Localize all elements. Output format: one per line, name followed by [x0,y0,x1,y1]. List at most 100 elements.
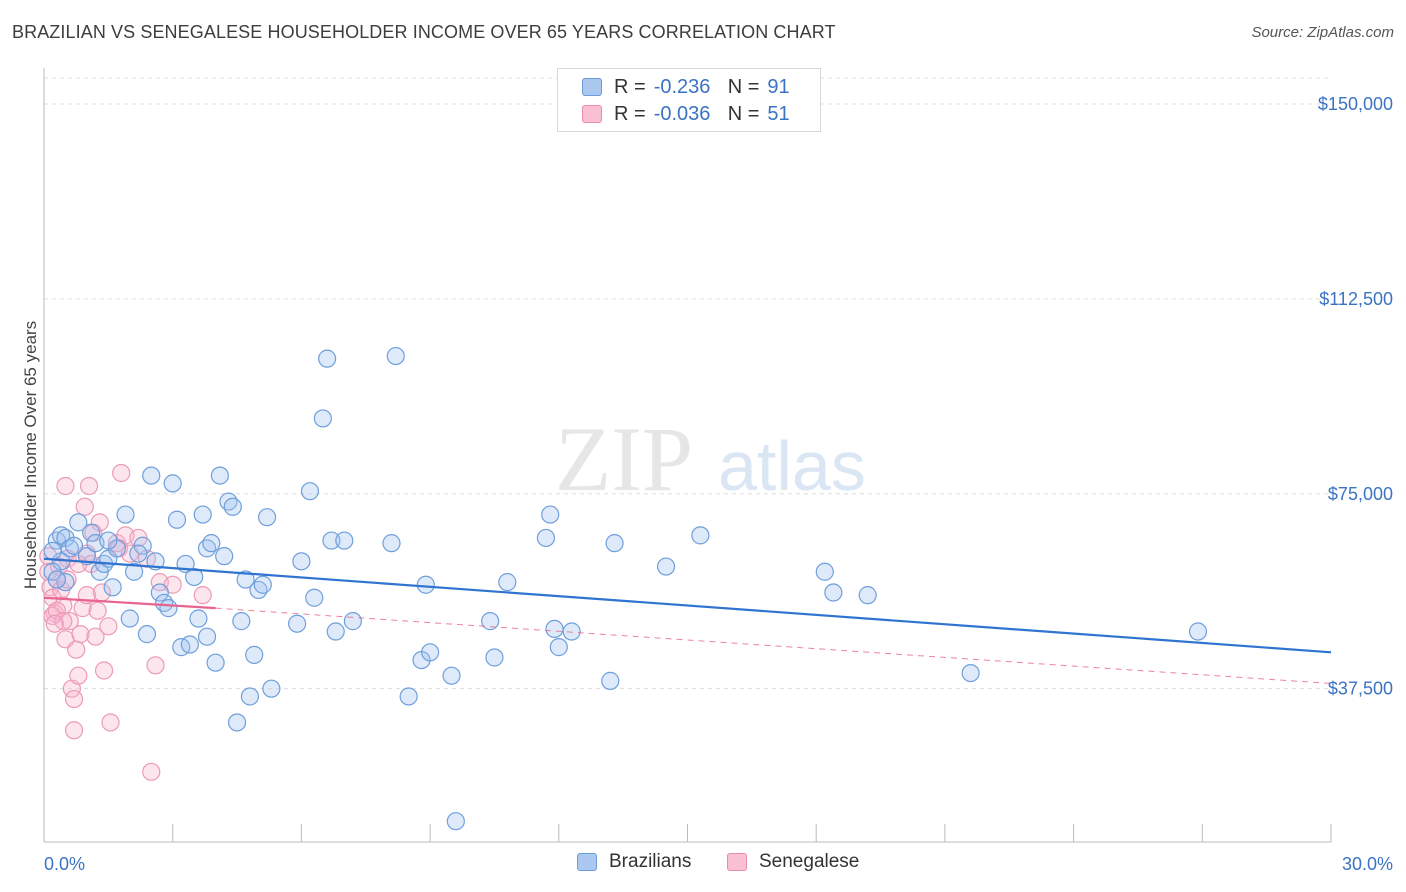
brazilians-point [262,679,281,698]
brazilians-trend-line [43,557,1332,654]
y-tick-label: $150,000 [1318,94,1393,114]
senegalese-point [101,713,120,732]
senegalese-n-value: 51 [767,102,790,125]
senegalese-point [45,614,64,633]
senegalese-swatch [582,105,602,123]
brazilians-point [288,614,307,633]
brazilians-point [47,570,66,589]
series-legend: Brazilians Senegalese [0,851,1406,877]
y-tick-label: $112,500 [1319,289,1393,309]
brazilians-point [313,409,332,428]
brazilians-point [240,687,260,706]
brazilians-point [541,505,560,524]
legend-label-senegalese: Senegalese [759,851,860,872]
brazilians-point [227,713,247,732]
brazilians-point [77,547,97,566]
n-label: N = [727,75,760,98]
brazilians-point [305,588,324,607]
brazilians-point [481,612,500,631]
senegalese-point [60,612,79,631]
r-label: R = [614,75,646,98]
legend-row-brazilians: R = -0.236 N = 91 [582,74,790,100]
brazilians-point [69,513,88,532]
brazilians-point [656,557,676,576]
brazilians-point [421,643,440,662]
brazilians-point [335,531,354,550]
brazilians-point [245,645,264,664]
senegalese-point [94,661,114,680]
y-tick-label: $37,500 [1328,679,1393,699]
brazilians-points [43,346,1208,831]
senegalese-point [79,476,99,496]
brazilians-point [193,505,212,524]
brazilians-point [442,666,461,685]
brazilians-swatch [582,78,602,96]
watermark-atlas: atlas [718,427,866,505]
brazilians-point [120,609,139,628]
brazilians-n-value: 91 [767,75,790,98]
brazilians-point [343,612,362,631]
senegalese-point [146,656,165,675]
senegalese-point [56,476,75,496]
brazilians-point [386,346,405,366]
brazilians-point [326,622,345,641]
brazilians-point [116,505,135,524]
legend-row-senegalese: R = -0.036 N = 51 [582,101,790,127]
brazilians-point [257,508,277,527]
brazilians-point [691,526,710,545]
senegalese-point [142,762,161,781]
x-tick-label: 30.0% [1342,854,1393,874]
senegalese-point [58,570,77,589]
brazilians-point [150,583,169,602]
senegalese-points [39,463,212,781]
senegalese-point [67,640,86,659]
brazilians-point [129,544,148,563]
brazilians-point [159,599,178,618]
senegalese-point [86,627,105,646]
brazilians-point [322,531,341,550]
brazilians-point [210,466,229,485]
watermark: ZIP atlas [555,408,866,510]
brazilians-point [382,534,401,553]
brazilians-point [961,663,980,683]
x-tick-label: 0.0% [44,854,85,874]
brazilians-point [64,536,84,555]
senegalese-point [75,497,94,516]
brazilians-point [605,534,624,553]
brazilians-point [103,578,122,597]
senegalese-r-value: -0.036 [653,102,711,125]
brazilians-point [189,609,208,628]
brazilians-point [137,625,157,644]
gridlines [44,77,1331,690]
brazilians-point [202,534,221,553]
senegalese-point [88,601,107,620]
source-credit: Source: ZipAtlas.com [1251,24,1394,41]
brazilians-point [601,671,620,690]
trend-lines [43,557,1332,684]
senegalese-swatch [727,853,747,871]
senegalese-point [112,463,131,483]
chart-title: BRAZILIAN VS SENEGALESE HOUSEHOLDER INCO… [12,22,836,42]
brazilians-point [1188,622,1208,641]
brazilians-point [562,622,581,641]
y-axis-label: Householder Income Over 65 years [21,321,40,589]
senegalese-trend-extension [215,607,1332,684]
legend-label-brazilians: Brazilians [609,851,692,872]
senegalese-trend-line [43,596,216,610]
senegalese-point [99,617,118,636]
senegalese-point [193,586,212,605]
brazilians-point [498,573,517,592]
brazilians-r-value: -0.236 [653,75,711,98]
brazilians-point [545,619,564,639]
legend-item-senegalese[interactable]: Senegalese [727,851,859,873]
brazilians-point [446,812,465,831]
brazilians-point [180,635,199,654]
senegalese-point [64,689,84,709]
y-tick-label: $75,000 [1328,484,1393,504]
brazilians-point [82,523,101,542]
x-tick-labels: 0.0% 30.0% [44,854,1393,874]
brazilians-point [185,567,204,587]
legend-item-brazilians[interactable]: Brazilians [577,851,691,873]
brazilians-point [232,612,251,631]
